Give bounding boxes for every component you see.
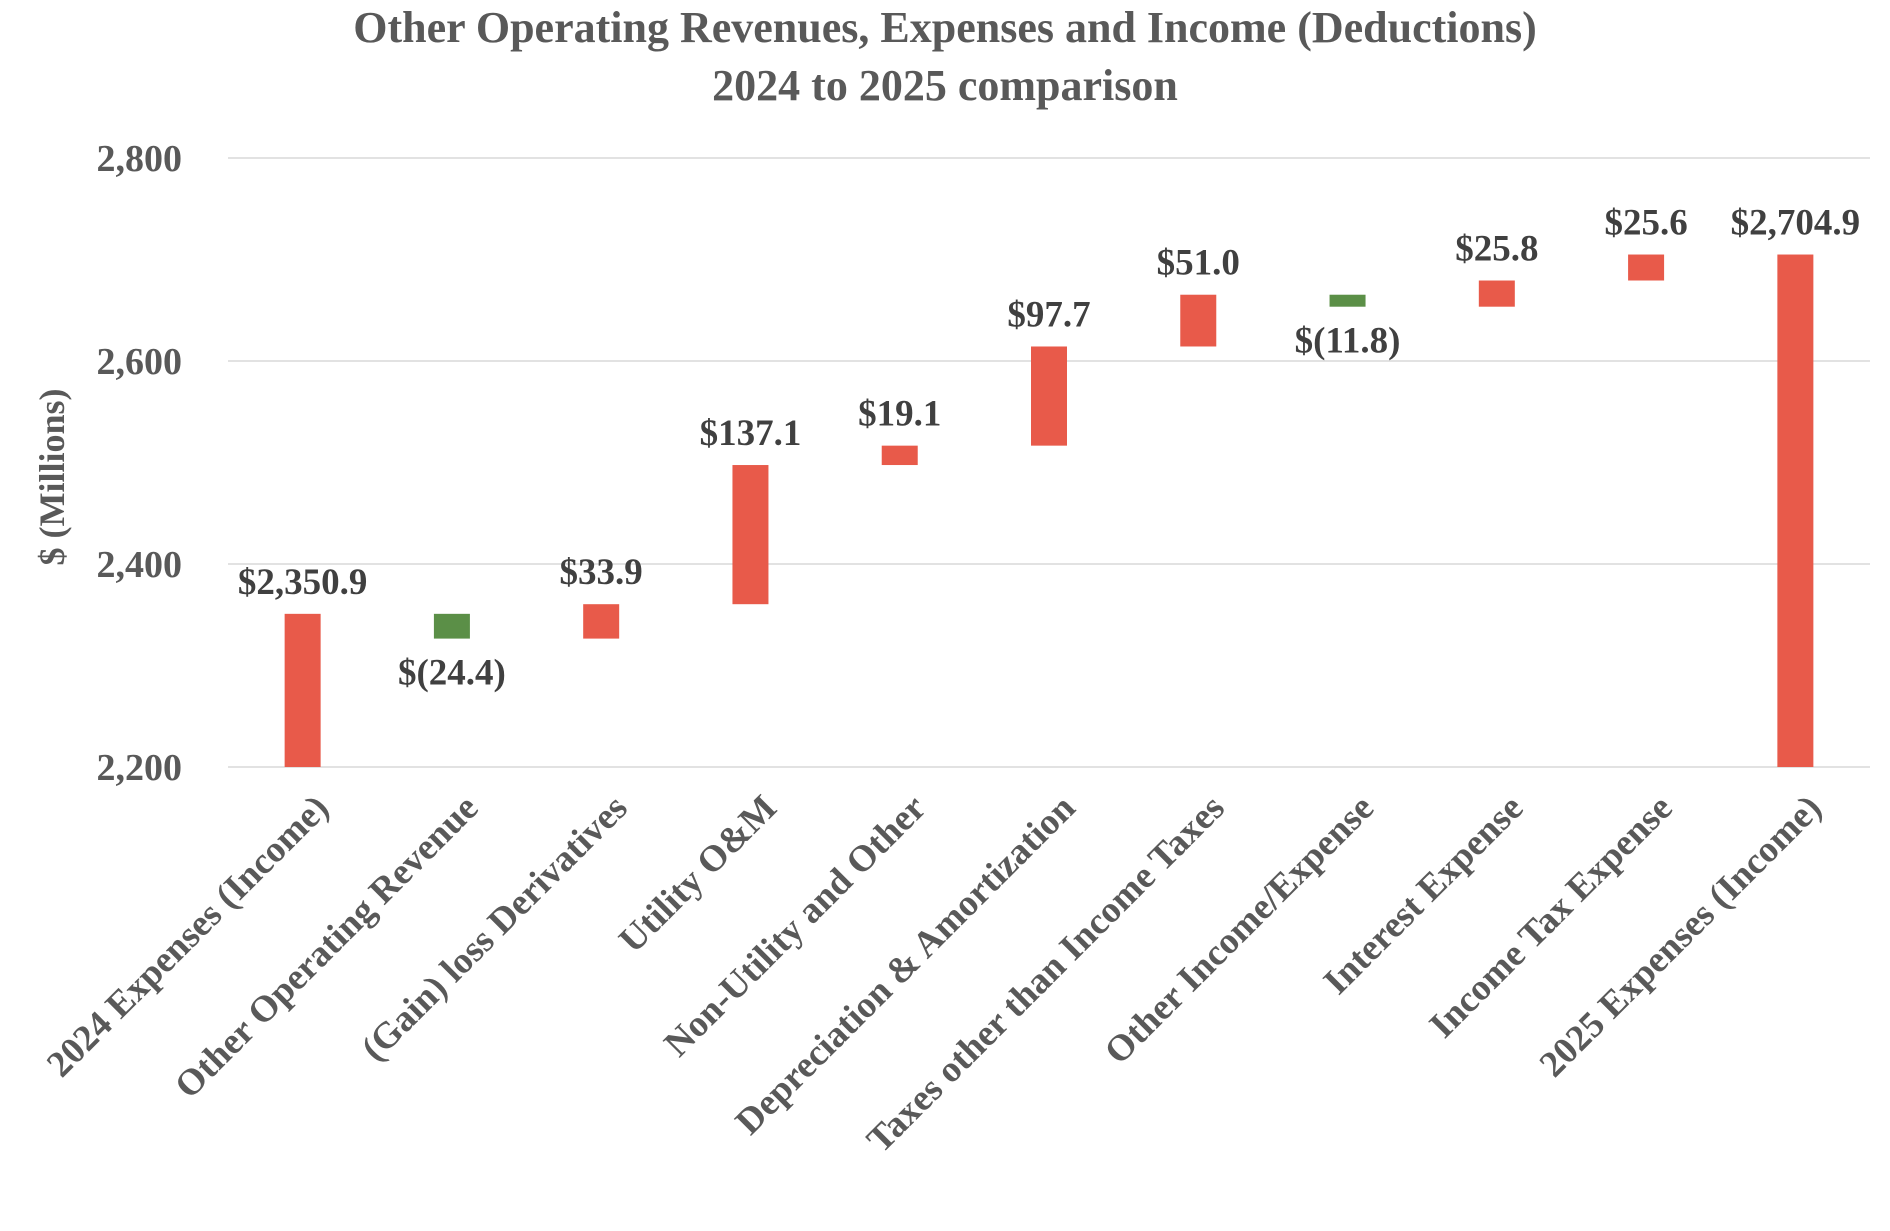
bar	[732, 465, 769, 605]
x-tick-label: Non-Utility and Other	[657, 787, 935, 1065]
data-label: $51.0	[1157, 243, 1240, 284]
x-tick-label: (Gain) loss Derivatives	[354, 787, 636, 1069]
x-tick-label: Other Operating Revenue	[167, 787, 486, 1106]
bar	[583, 604, 620, 639]
data-label: $25.6	[1604, 203, 1687, 244]
y-tick-label: 2,200	[97, 747, 183, 789]
bar	[284, 613, 321, 767]
y-tick-label: 2,600	[97, 341, 183, 383]
bar	[1628, 254, 1665, 281]
data-labels: $2,350.9 $(24.4) $33.9 $137.1 $19.1 $97.7 $51.…	[238, 203, 1860, 694]
bar	[1180, 294, 1217, 347]
bar	[1777, 254, 1814, 768]
x-tick-label: Income Tax Expense	[1422, 787, 1681, 1046]
x-tick-label: 2025 Expenses (Income)	[1532, 787, 1830, 1085]
data-label: $(24.4)	[398, 653, 506, 694]
x-axis-categories: 2024 Expenses (Income)Other Operating Re…	[39, 787, 1830, 1161]
data-label: $2,704.9	[1731, 203, 1861, 244]
y-axis-label: $ (Millions)	[32, 389, 72, 566]
chart-subtitle: 2024 to 2025 comparison	[712, 61, 1178, 110]
chart-title: Other Operating Revenues, Expenses and I…	[353, 3, 1537, 52]
y-tick-label: 2,400	[97, 544, 183, 586]
bar	[433, 613, 470, 639]
bars	[284, 254, 1814, 768]
y-axis-ticks: 2,200 2,400 2,600 2,800	[97, 138, 183, 789]
x-tick-label: Other Income/Expense	[1097, 787, 1382, 1072]
x-tick-label: 2024 Expenses (Income)	[39, 787, 337, 1085]
data-label: $137.1	[700, 413, 802, 454]
data-label: $97.7	[1007, 294, 1090, 335]
bar	[1329, 294, 1366, 307]
y-tick-label: 2,800	[97, 138, 183, 180]
data-label: $33.9	[560, 552, 643, 593]
data-label: $(11.8)	[1295, 321, 1401, 362]
data-label: $2,350.9	[238, 562, 368, 603]
bar	[1031, 346, 1067, 446]
bar	[881, 445, 918, 466]
data-label: $19.1	[858, 394, 941, 435]
data-label: $25.8	[1455, 229, 1538, 270]
bar	[1478, 280, 1515, 307]
